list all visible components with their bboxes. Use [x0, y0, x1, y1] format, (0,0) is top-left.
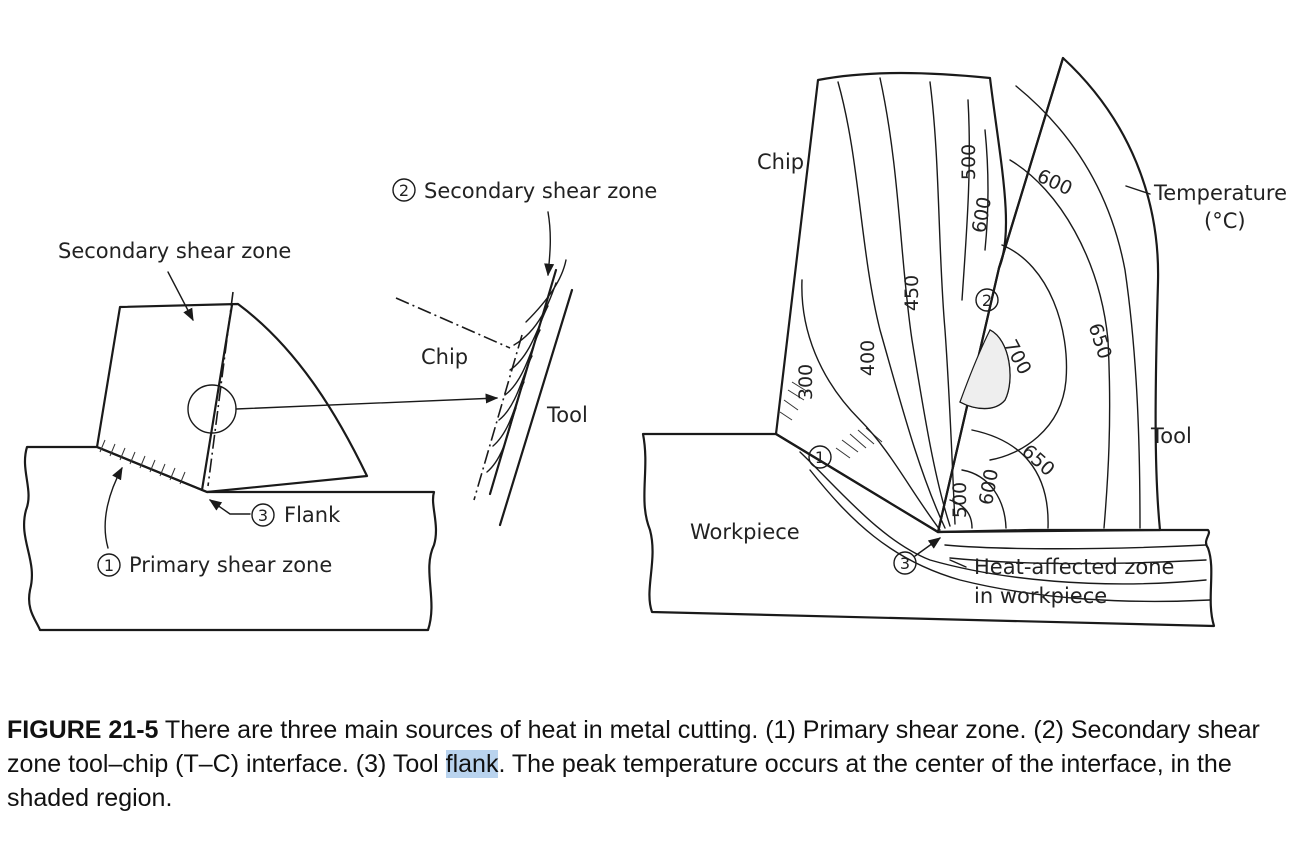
temperature-unit-label: (°C) [1204, 209, 1246, 233]
magnify-arrow [235, 393, 499, 410]
zone3-circle [893, 551, 917, 575]
heat-affected-label-line2: in workpiece [974, 584, 1107, 608]
middle-tool-face [498, 288, 574, 527]
isotherm-label-450: 450 [901, 275, 923, 311]
workpiece-label: Workpiece [690, 520, 800, 544]
secondary-zone-leader [167, 271, 194, 322]
zone2-circle [975, 288, 999, 312]
middle-flow-lines [486, 259, 567, 473]
isotherm-label-500-low: 500 [949, 482, 971, 518]
isotherm-label-300: 300 [795, 364, 817, 400]
isotherm-label-400: 400 [857, 340, 879, 376]
middle-zone-arrow [544, 211, 555, 277]
middle-interface-line [488, 268, 558, 496]
right-tool-rake-face [997, 56, 1065, 270]
figure-caption: FIGURE 21-5 There are three main sources… [7, 713, 1287, 815]
zone1-circle [808, 445, 832, 469]
right-workpiece [641, 432, 1216, 628]
figure-label: FIGURE 21-5 [7, 716, 159, 744]
primary-zone-leader [104, 466, 123, 549]
isotherm-label-650-tool: 650 [1084, 321, 1116, 362]
isotherm-label-600-chip: 600 [968, 195, 996, 235]
primary-number-circle [97, 553, 121, 577]
middle-zone2-circle [392, 178, 416, 202]
middle-chip-dashed-top [395, 297, 511, 349]
left-diagram: Secondary shear zone 3 Flank 1 Primary s… [23, 239, 499, 632]
right-primary-hatch [779, 381, 883, 459]
left-chip-dashed-line [207, 291, 234, 487]
caption-text-before: There are three main sources of heat in … [7, 716, 1260, 778]
right-chip-label: Chip [757, 150, 804, 174]
caption-highlighted-word: flank [445, 750, 499, 778]
zone3-arrow [914, 537, 942, 557]
flank-number: 3 [258, 506, 268, 525]
temperature-label: Temperature [1153, 181, 1287, 205]
zone1-number: 1 [815, 448, 825, 467]
right-chip [774, 71, 1008, 534]
figure-illustration: Secondary shear zone 3 Flank 1 Primary s… [23, 56, 1287, 632]
left-secondary-shear-label: Secondary shear zone [58, 239, 291, 263]
temperature-leader [1125, 185, 1151, 195]
right-diagram: Chip Temperature (°C) Tool Workpiece Hea… [641, 56, 1287, 628]
zone2-number: 2 [982, 291, 992, 310]
heat-affected-label-line1: Heat-affected zone [974, 555, 1174, 579]
middle-secondary-shear-label: Secondary shear zone [424, 179, 657, 203]
left-primary-hatch [99, 439, 186, 485]
flank-number-circle [251, 503, 275, 527]
caption-text-after: . The peak temperature occurs at the cen… [7, 750, 1232, 812]
right-isotherms [799, 77, 1211, 603]
primary-number: 1 [104, 556, 114, 575]
left-chip [95, 302, 369, 494]
middle-diagram: 2 Secondary shear zone Chip Tool [392, 178, 657, 527]
middle-tool-label: Tool [546, 403, 588, 427]
middle-zone2-number: 2 [399, 181, 409, 200]
isotherm-label-650-low: 650 [1017, 440, 1059, 481]
left-shear-line [200, 303, 234, 492]
heat-affected-leader [949, 559, 967, 568]
right-tool-label: Tool [1150, 424, 1192, 448]
right-tool [936, 56, 1162, 534]
interface-shaded-region [959, 329, 1011, 410]
isotherm-label-600-low: 600 [975, 467, 1003, 507]
left-primary-shear-label: Primary shear zone [129, 553, 332, 577]
left-workpiece [23, 445, 438, 632]
flank-label: Flank [284, 503, 341, 527]
isotherm-label-500-top: 500 [958, 144, 980, 180]
zone3-number: 3 [900, 554, 910, 573]
middle-chip-dashed-main [473, 334, 523, 501]
isotherm-label-600-tool: 600 [1033, 165, 1075, 200]
middle-chip-label: Chip [421, 345, 468, 369]
flank-leader [208, 499, 251, 515]
